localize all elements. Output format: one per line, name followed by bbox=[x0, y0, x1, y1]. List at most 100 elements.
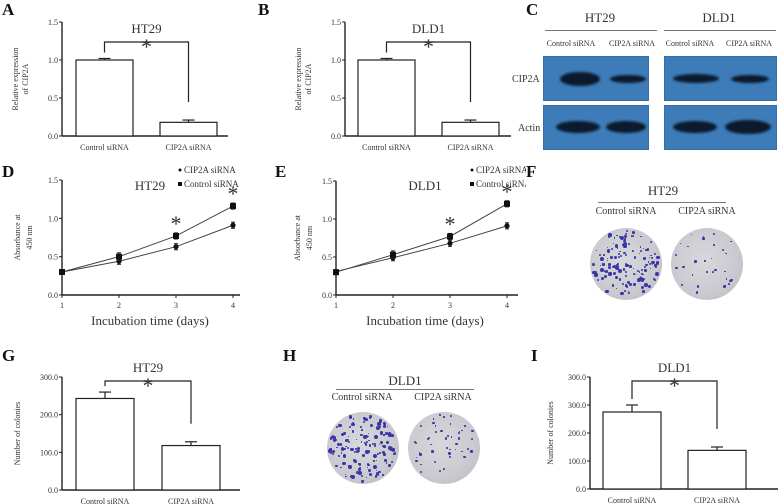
colony-dot bbox=[361, 453, 365, 458]
colony-dot bbox=[331, 436, 333, 438]
colony-dot bbox=[606, 257, 609, 260]
colony-dot bbox=[631, 250, 634, 253]
y-tick-label: 1.0 bbox=[48, 56, 58, 65]
colony-dot bbox=[653, 252, 656, 255]
colony-dot bbox=[650, 256, 653, 259]
colony-dot bbox=[450, 436, 453, 438]
colony-dot bbox=[329, 451, 332, 455]
colony-dot bbox=[377, 422, 382, 427]
colony-dot bbox=[721, 248, 725, 252]
colony-dot bbox=[432, 421, 435, 425]
colony-dot bbox=[642, 290, 645, 293]
blot-ht29-cip2a bbox=[543, 56, 649, 101]
colony-dot bbox=[442, 416, 445, 418]
colony-dot bbox=[467, 447, 470, 451]
colony-dot bbox=[464, 425, 466, 427]
colony-dot bbox=[378, 425, 381, 428]
colony-dot bbox=[599, 257, 604, 261]
colony-dot bbox=[360, 440, 363, 443]
colony-dot bbox=[390, 433, 394, 437]
band bbox=[731, 75, 769, 83]
bar-chart-b: 0.0 0.5 1.0 1.5 Control siRNA CIP2A siRNA *DLD… bbox=[294, 18, 511, 152]
bar-chart-i: 0.0 100.0 200.0 300.0 300.0 Control siRNA CIP2… bbox=[546, 360, 778, 504]
colony-dot bbox=[628, 292, 631, 295]
colony-dot bbox=[344, 473, 347, 476]
bar bbox=[441, 121, 500, 137]
colony-dot bbox=[379, 430, 384, 435]
colony-dot bbox=[362, 420, 366, 424]
colony-dot bbox=[373, 443, 376, 445]
colony-dot bbox=[640, 250, 643, 252]
band bbox=[673, 74, 719, 83]
colony-dot bbox=[602, 263, 605, 266]
colony-dot bbox=[383, 445, 386, 448]
legend-marker-square bbox=[470, 182, 474, 186]
colony-dot bbox=[645, 249, 648, 252]
y-tick-label: 0.0 bbox=[48, 132, 58, 141]
colony-dot bbox=[380, 441, 384, 445]
significance-asterisk: * bbox=[423, 34, 434, 59]
y-axis-label: of CIP2A bbox=[21, 63, 30, 94]
colony-dot bbox=[632, 283, 636, 286]
colony-dot bbox=[633, 256, 636, 259]
colony-dot bbox=[366, 441, 369, 444]
colony-dot bbox=[357, 470, 362, 475]
colony-dot bbox=[600, 277, 604, 281]
colony-dot bbox=[627, 243, 630, 246]
significance-asterisk: * bbox=[502, 179, 513, 204]
y-axis-label: 450 nm bbox=[25, 225, 34, 250]
colony-dot bbox=[656, 255, 660, 260]
marker-square bbox=[116, 253, 122, 260]
colony-dot bbox=[694, 260, 697, 263]
colony-dot bbox=[354, 460, 357, 463]
colony-dot bbox=[625, 230, 628, 233]
marker-circle bbox=[504, 223, 510, 229]
colony-dot bbox=[457, 431, 460, 434]
colony-dot bbox=[368, 439, 370, 442]
line-chart-d: 0.0 0.5 1.0 1.5 1 2 3 4 * * HT29 CIP2A siRNA Control… bbox=[13, 165, 240, 328]
colony-dot bbox=[373, 454, 378, 459]
colony-dot bbox=[652, 263, 654, 266]
colony-dot bbox=[730, 240, 733, 243]
colony-dot bbox=[644, 269, 647, 272]
colony-dot bbox=[446, 435, 449, 438]
colony-dot bbox=[355, 470, 359, 474]
colony-dot bbox=[374, 445, 376, 447]
colony-dot bbox=[364, 443, 368, 446]
colony-dot bbox=[654, 266, 658, 269]
colony-dot bbox=[625, 274, 628, 277]
colony-dot bbox=[334, 438, 338, 441]
colony-dot bbox=[653, 278, 656, 281]
colony-dot bbox=[713, 244, 715, 246]
colony-dot bbox=[712, 233, 716, 236]
band bbox=[610, 75, 646, 83]
colony-dot bbox=[352, 418, 355, 420]
marker-square bbox=[447, 233, 453, 240]
colony-dot bbox=[632, 235, 635, 238]
colony-dot bbox=[691, 233, 693, 235]
colony-dot bbox=[368, 473, 372, 477]
significance-asterisk: * bbox=[669, 373, 680, 398]
significance-asterisk: * bbox=[143, 373, 154, 398]
colony-dot bbox=[455, 442, 458, 445]
x-axis-label: Incubation time (days) bbox=[366, 313, 484, 328]
marker-circle bbox=[230, 222, 236, 228]
colony-dot bbox=[330, 438, 333, 441]
y-axis-label: of CIP2A bbox=[304, 63, 313, 94]
panel-letter-a: A bbox=[2, 0, 15, 19]
colony-dot bbox=[599, 264, 602, 267]
colony-dot bbox=[348, 465, 352, 469]
colony-dot bbox=[369, 415, 373, 418]
colony-plate-cip2a bbox=[408, 412, 480, 484]
colony-dot bbox=[449, 455, 452, 458]
colony-dot bbox=[460, 429, 463, 432]
colony-dot bbox=[639, 252, 641, 254]
marker-circle bbox=[116, 258, 122, 264]
y-axis-label: Absorbance at bbox=[13, 214, 22, 261]
colony-dot bbox=[393, 452, 397, 456]
marker-circle bbox=[173, 244, 179, 250]
colony-dot bbox=[619, 250, 621, 253]
colony-dot bbox=[351, 474, 356, 479]
y-tick-label: 200.0 bbox=[40, 411, 58, 420]
colony-dot bbox=[640, 272, 644, 276]
